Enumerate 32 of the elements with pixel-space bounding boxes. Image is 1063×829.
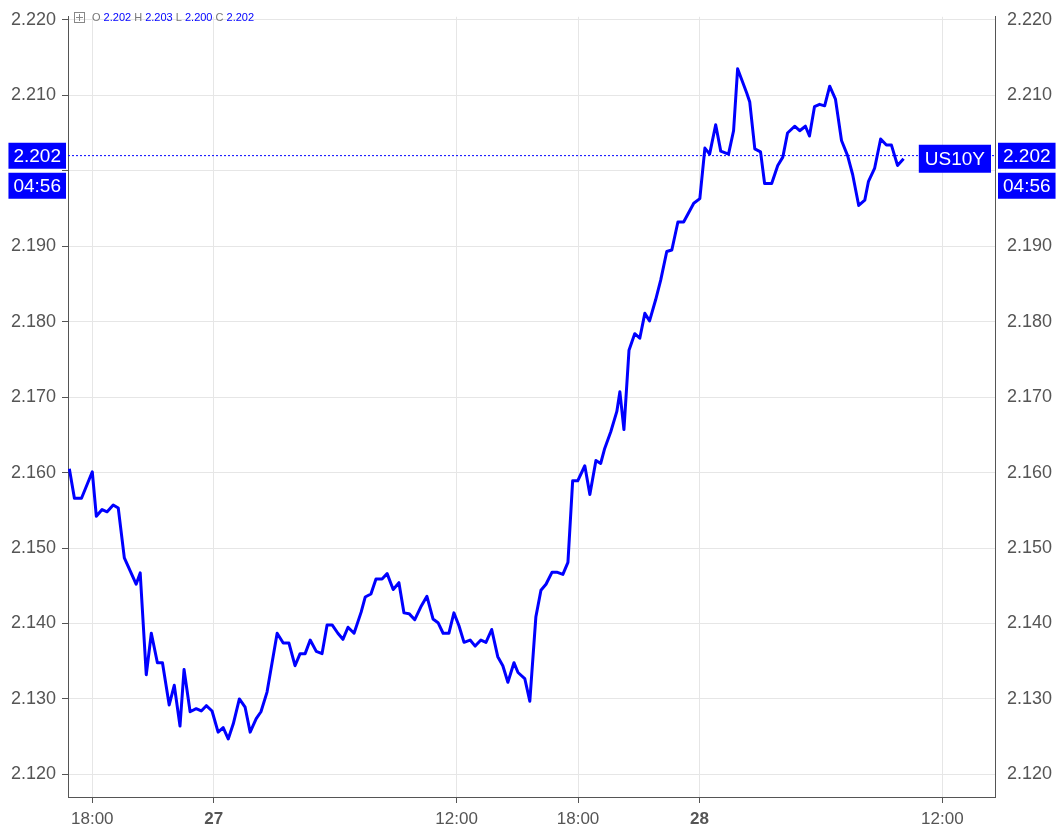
y-tick-label: 2.130 (10, 687, 56, 708)
y2-tick-label: 2.150 (1007, 536, 1053, 557)
y2-tick-label: 2.210 (1007, 84, 1053, 105)
legend-label: US10Y (924, 147, 986, 169)
y-tick-label: 2.180 (10, 310, 56, 331)
y-tick-label: 2.170 (10, 386, 56, 407)
y-tick-label: 2.140 (10, 612, 56, 633)
x-tick-label: 18:00 (71, 808, 114, 828)
y-tick-label: 2.210 (10, 84, 56, 105)
y2-tick-label: 2.180 (1007, 310, 1053, 331)
y-tick-label: 2.220 (10, 8, 56, 29)
y-tick-label: 2.150 (10, 536, 56, 557)
text: 2.202 (13, 144, 61, 166)
x-tick-label: 27 (204, 808, 224, 828)
y2-tick-label: 2.170 (1007, 386, 1053, 407)
y2-tick-label: 2.140 (1007, 612, 1053, 633)
y2-tick-label: 2.120 (1007, 763, 1053, 784)
text: 04:56 (13, 174, 61, 196)
y-tick-label: 2.160 (10, 461, 56, 482)
text: 04:56 (1003, 174, 1051, 196)
y-tick-label: 2.120 (10, 763, 56, 784)
x-tick-label: 12:00 (435, 808, 478, 828)
y2-tick-label: 2.190 (1007, 235, 1053, 256)
y2-tick-label: 2.220 (1007, 8, 1053, 29)
x-tick-label: 18:00 (556, 808, 600, 828)
annotation: O 2.202 H 2.203 L 2.200 C 2.202 (92, 11, 255, 24)
x-tick-label: 12:00 (921, 808, 964, 828)
y-tick-label: 2.190 (10, 235, 56, 256)
y2-tick-label: 2.160 (1007, 461, 1053, 482)
text: 2.202 (1003, 144, 1051, 166)
y2-tick-label: 2.130 (1007, 687, 1053, 708)
x-tick-label: 28 (690, 808, 709, 828)
